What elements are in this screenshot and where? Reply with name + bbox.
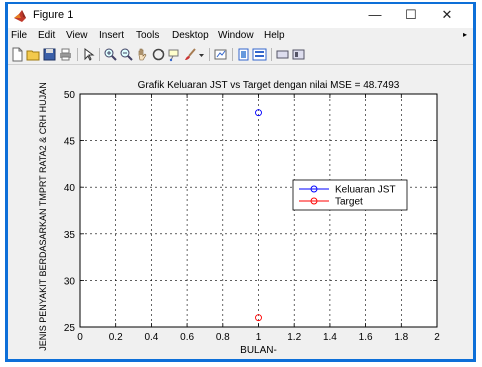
pan-icon[interactable] — [135, 47, 150, 62]
matlab-logo-icon — [14, 10, 26, 22]
figure-canvas: 0 0.2 0.4 0.6 0.8 1 1.2 1.4 1.6 1.8 2 25 30 35 40 45 50 … — [8, 65, 473, 359]
legend-marker — [310, 185, 318, 193]
data-point-keluaran-jst[interactable] — [255, 109, 262, 117]
open-file-icon[interactable] — [26, 47, 41, 62]
x-tick-label: 0.2 — [109, 332, 123, 343]
y-axis-label: JENIS PENYAKIT BERDASARKAN TMPRT RATA2 &… — [38, 82, 48, 350]
toolbar-separator — [77, 48, 78, 61]
link-plot-icon[interactable] — [213, 47, 228, 62]
x-tick-label: 0.6 — [180, 332, 194, 343]
x-axis-label: BULAN- — [240, 345, 277, 356]
x-tick-label: 1.2 — [287, 332, 301, 343]
colorbar-icon[interactable] — [236, 47, 251, 62]
new-figure-icon[interactable] — [10, 47, 25, 62]
brush-icon[interactable] — [183, 47, 198, 62]
figure-toolbar — [8, 45, 473, 65]
zoom-in-icon[interactable] — [103, 47, 118, 62]
toolbar-separator — [232, 48, 233, 61]
save-icon[interactable] — [42, 47, 57, 62]
toolbar-separator — [209, 48, 210, 61]
data-points — [255, 109, 262, 322]
x-tick-label: 1 — [256, 332, 262, 343]
x-tick-label: 1.8 — [394, 332, 408, 343]
menu-view[interactable]: View — [66, 30, 88, 41]
show-plot-tools-icon[interactable] — [291, 47, 306, 62]
window-client: Figure 1 — ☐ ✕ File Edit View Insert Too… — [8, 4, 473, 359]
data-cursor-icon[interactable] — [167, 47, 182, 62]
menu-edit[interactable]: Edit — [38, 30, 56, 41]
menu-bar: File Edit View Insert Tools Desktop Wind… — [8, 28, 473, 45]
print-icon[interactable] — [58, 47, 73, 62]
y-tick-label: 30 — [64, 276, 76, 287]
x-tick-label: 0 — [77, 332, 83, 343]
hide-plot-tools-icon[interactable] — [275, 47, 290, 62]
chart-title: Grafik Keluaran JST vs Target dengan nil… — [138, 80, 400, 91]
legend-label: Target — [335, 197, 363, 208]
close-button[interactable]: ✕ — [441, 7, 453, 22]
menu-desktop[interactable]: Desktop — [172, 30, 209, 41]
axis-ticks: 0 0.2 0.4 0.6 0.8 1 1.2 1.4 1.6 1.8 2 25 30 35 40 45 50 — [64, 90, 440, 343]
menu-overflow-icon[interactable]: ▸ — [462, 30, 467, 39]
brush-dropdown-icon[interactable] — [198, 47, 206, 62]
y-tick-label: 25 — [64, 323, 76, 334]
data-point-target[interactable] — [255, 314, 262, 322]
maximize-button[interactable]: ☐ — [405, 7, 417, 22]
scatter-chart: 0 0.2 0.4 0.6 0.8 1 1.2 1.4 1.6 1.8 2253035404550 … — [38, 80, 440, 356]
x-tick-label: 1.4 — [323, 332, 337, 343]
rotate-3d-icon[interactable] — [151, 47, 166, 62]
edit-plot-icon[interactable] — [81, 47, 96, 62]
y-tick-label: 35 — [64, 230, 76, 241]
zoom-out-icon[interactable] — [119, 47, 134, 62]
legend-marker — [310, 197, 318, 205]
gridlines — [80, 94, 437, 327]
minimize-button[interactable]: — — [368, 7, 382, 22]
x-tick-label: 0.8 — [216, 332, 230, 343]
menu-tools[interactable]: Tools — [136, 30, 160, 41]
y-tick-label: 45 — [64, 137, 76, 148]
x-tick-label: 2 — [434, 332, 440, 343]
window-title: Figure 1 — [33, 9, 74, 21]
menu-help[interactable]: Help — [264, 30, 285, 41]
y-tick-label: 40 — [64, 183, 76, 194]
legend-label: Keluaran JST — [335, 185, 396, 196]
title-bar[interactable]: Figure 1 — ☐ ✕ — [8, 4, 473, 28]
figure-window: Figure 1 — ☐ ✕ File Edit View Insert Too… — [5, 2, 476, 362]
toolbar-separator — [99, 48, 100, 61]
menu-window[interactable]: Window — [218, 30, 254, 41]
menu-file[interactable]: File — [11, 30, 28, 41]
menu-insert[interactable]: Insert — [99, 30, 125, 41]
x-tick-label: 0.4 — [144, 332, 158, 343]
y-tick-label: 50 — [64, 90, 76, 101]
legend-box — [292, 179, 408, 211]
x-tick-label: 1.6 — [359, 332, 373, 343]
toolbar-separator — [271, 48, 272, 61]
legend-icon[interactable] — [252, 47, 267, 62]
